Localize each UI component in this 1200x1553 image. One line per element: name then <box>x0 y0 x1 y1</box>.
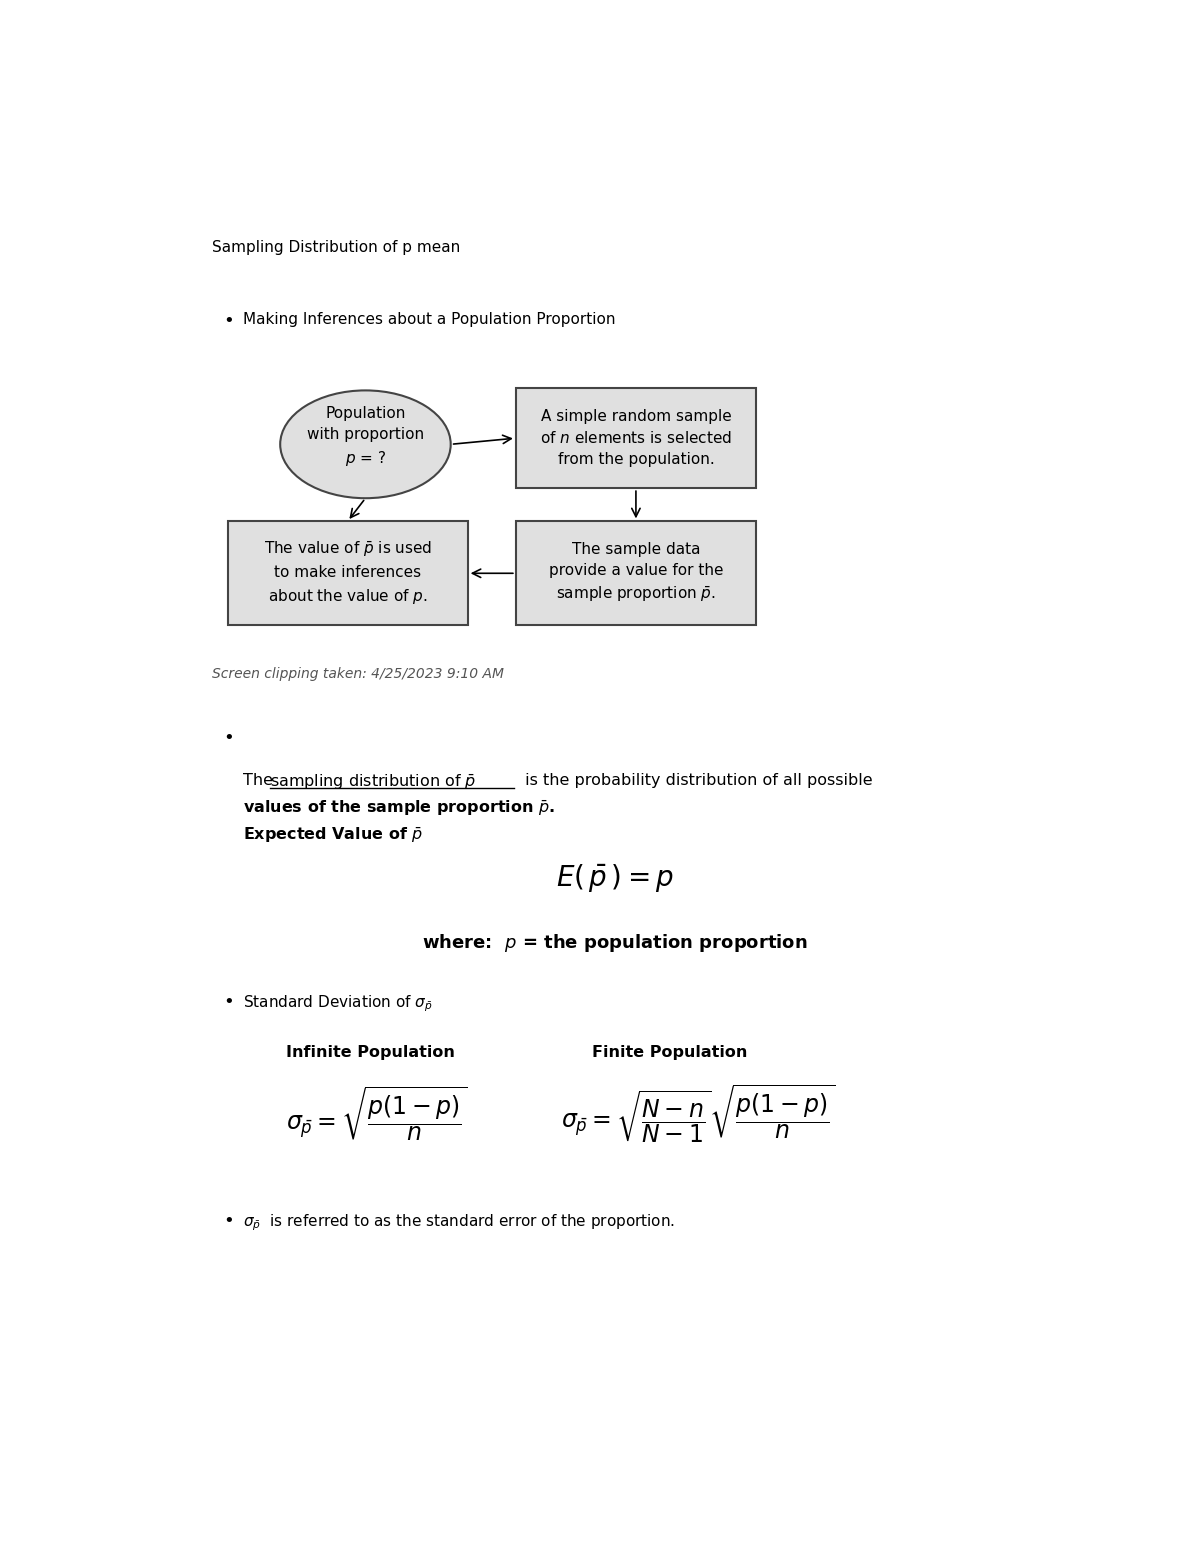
Text: The value of $\bar{p}$ is used
to make inferences
about the value of $p$.: The value of $\bar{p}$ is used to make i… <box>264 540 432 606</box>
Text: Finite Population: Finite Population <box>592 1045 748 1059</box>
Text: •: • <box>223 730 234 747</box>
FancyBboxPatch shape <box>516 388 756 488</box>
Text: The: The <box>242 773 278 787</box>
Text: Sampling Distribution of p mean: Sampling Distribution of p mean <box>212 241 461 255</box>
Ellipse shape <box>281 390 451 499</box>
Text: Expected Value of $\bar{p}$: Expected Value of $\bar{p}$ <box>242 826 422 845</box>
FancyBboxPatch shape <box>228 522 468 626</box>
Text: is the probability distribution of all possible: is the probability distribution of all p… <box>521 773 874 787</box>
Text: The sample data
provide a value for the
sample proportion $\bar{p}$.: The sample data provide a value for the … <box>548 542 724 604</box>
Text: $\sigma_{\bar{p}} = \sqrt{\dfrac{p(1-p)}{n}}$: $\sigma_{\bar{p}} = \sqrt{\dfrac{p(1-p)}… <box>286 1084 468 1145</box>
Text: Screen clipping taken: 4/25/2023 9:10 AM: Screen clipping taken: 4/25/2023 9:10 AM <box>212 666 504 680</box>
Text: Population
with proportion
$p$ = ?: Population with proportion $p$ = ? <box>307 405 424 467</box>
Text: Infinite Population: Infinite Population <box>286 1045 455 1059</box>
Text: •: • <box>223 312 234 329</box>
Text: sampling distribution of $\bar{p}$: sampling distribution of $\bar{p}$ <box>270 773 476 792</box>
Text: Standard Deviation of $\sigma_{\bar{p}}$: Standard Deviation of $\sigma_{\bar{p}}$ <box>242 994 433 1014</box>
Text: •: • <box>223 1211 234 1230</box>
Text: A simple random sample
of $n$ elements is selected
from the population.: A simple random sample of $n$ elements i… <box>540 408 732 467</box>
Text: $\sigma_{\bar{p}} = \sqrt{\dfrac{N-n}{N-1}}\sqrt{\dfrac{p(1-p)}{n}}$: $\sigma_{\bar{p}} = \sqrt{\dfrac{N-n}{N-… <box>560 1082 835 1146</box>
Text: $E(\,\bar{p}\,) = p$: $E(\,\bar{p}\,) = p$ <box>556 862 674 895</box>
Text: where:  $p$ = the population proportion: where: $p$ = the population proportion <box>422 932 808 954</box>
Text: Making Inferences about a Population Proportion: Making Inferences about a Population Pro… <box>242 312 616 326</box>
Text: values of the sample proportion $\bar{p}$.: values of the sample proportion $\bar{p}… <box>242 800 554 818</box>
Text: $\sigma_{\bar{p}}$  is referred to as the standard error of the proportion.: $\sigma_{\bar{p}}$ is referred to as the… <box>242 1211 676 1233</box>
Text: •: • <box>223 994 234 1011</box>
FancyBboxPatch shape <box>516 522 756 626</box>
